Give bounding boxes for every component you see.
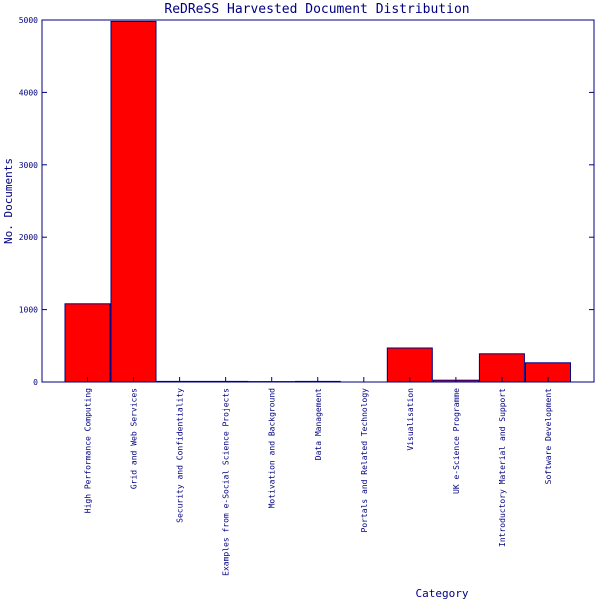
x-category-label-6: Portals and Related Technology <box>360 388 369 533</box>
y-tick-label-2: 2000 <box>19 233 38 242</box>
x-category-label-4: Motivation and Background <box>268 388 277 509</box>
x-category-label-2: Security and Confidentiality <box>176 388 185 523</box>
x-category-label-10: Software Development <box>544 388 553 485</box>
plot-frame <box>41 19 595 383</box>
bar-0 <box>64 303 111 383</box>
y-tick-label-4: 4000 <box>19 88 38 97</box>
bars-group <box>64 20 571 383</box>
y-tick-label-1: 1000 <box>19 306 38 315</box>
bar-7 <box>386 347 433 383</box>
x-category-label-3: Examples from e-Social Science Projects <box>222 388 231 576</box>
x-category-label-1: Grid and Web Services <box>130 388 139 489</box>
y-axis-label: No. Documents <box>2 158 15 244</box>
bar-1 <box>110 20 157 383</box>
x-category-label-0: High Performance Computing <box>84 388 93 513</box>
x-category-label-9: Introductory Material and Support <box>498 388 507 547</box>
chart-title: ReDReSS Harvested Document Distribution <box>164 2 469 17</box>
y-tick-label-3: 3000 <box>19 161 38 170</box>
x-category-label-7: Visualisation <box>406 388 415 451</box>
y-tick-label-5: 5000 <box>19 16 38 25</box>
x-category-label-5: Data Management <box>314 388 323 460</box>
x-categories-group: High Performance Computing Grid and Web S… <box>84 377 553 576</box>
x-category-label-8: UK e-Science Programme <box>452 388 461 494</box>
y-tick-label-0: 0 <box>33 378 38 387</box>
x-axis-label: Category <box>416 587 469 600</box>
